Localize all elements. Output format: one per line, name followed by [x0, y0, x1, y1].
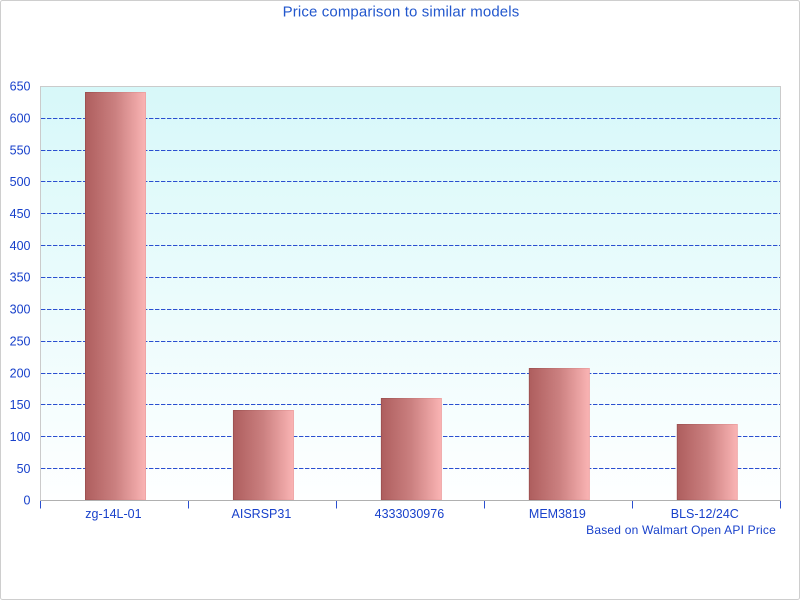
- svg-text:200: 200: [10, 366, 31, 380]
- svg-text:MEM3819: MEM3819: [529, 507, 586, 521]
- svg-text:50: 50: [17, 462, 31, 476]
- svg-text:300: 300: [10, 303, 31, 317]
- svg-text:Price comparison to similar mo: Price comparison to similar models: [283, 4, 520, 21]
- svg-text:4333030976: 4333030976: [375, 507, 445, 521]
- svg-text:150: 150: [10, 398, 31, 412]
- svg-text:zg-14L-01: zg-14L-01: [85, 507, 141, 521]
- svg-text:550: 550: [10, 143, 31, 157]
- svg-text:650: 650: [10, 80, 31, 94]
- svg-text:Based on Walmart Open API Pric: Based on Walmart Open API Price: [586, 523, 776, 537]
- svg-text:600: 600: [10, 111, 31, 125]
- svg-text:BLS-12/24C: BLS-12/24C: [671, 507, 739, 521]
- svg-text:100: 100: [10, 430, 31, 444]
- svg-text:500: 500: [10, 175, 31, 189]
- svg-text:AISRSP31: AISRSP31: [232, 507, 292, 521]
- svg-text:450: 450: [10, 207, 31, 221]
- svg-text:350: 350: [10, 271, 31, 285]
- svg-text:400: 400: [10, 239, 31, 253]
- svg-text:250: 250: [10, 334, 31, 348]
- svg-text:0: 0: [24, 494, 31, 508]
